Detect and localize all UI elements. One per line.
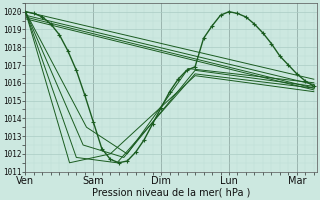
- X-axis label: Pression niveau de la mer( hPa ): Pression niveau de la mer( hPa ): [92, 187, 251, 197]
